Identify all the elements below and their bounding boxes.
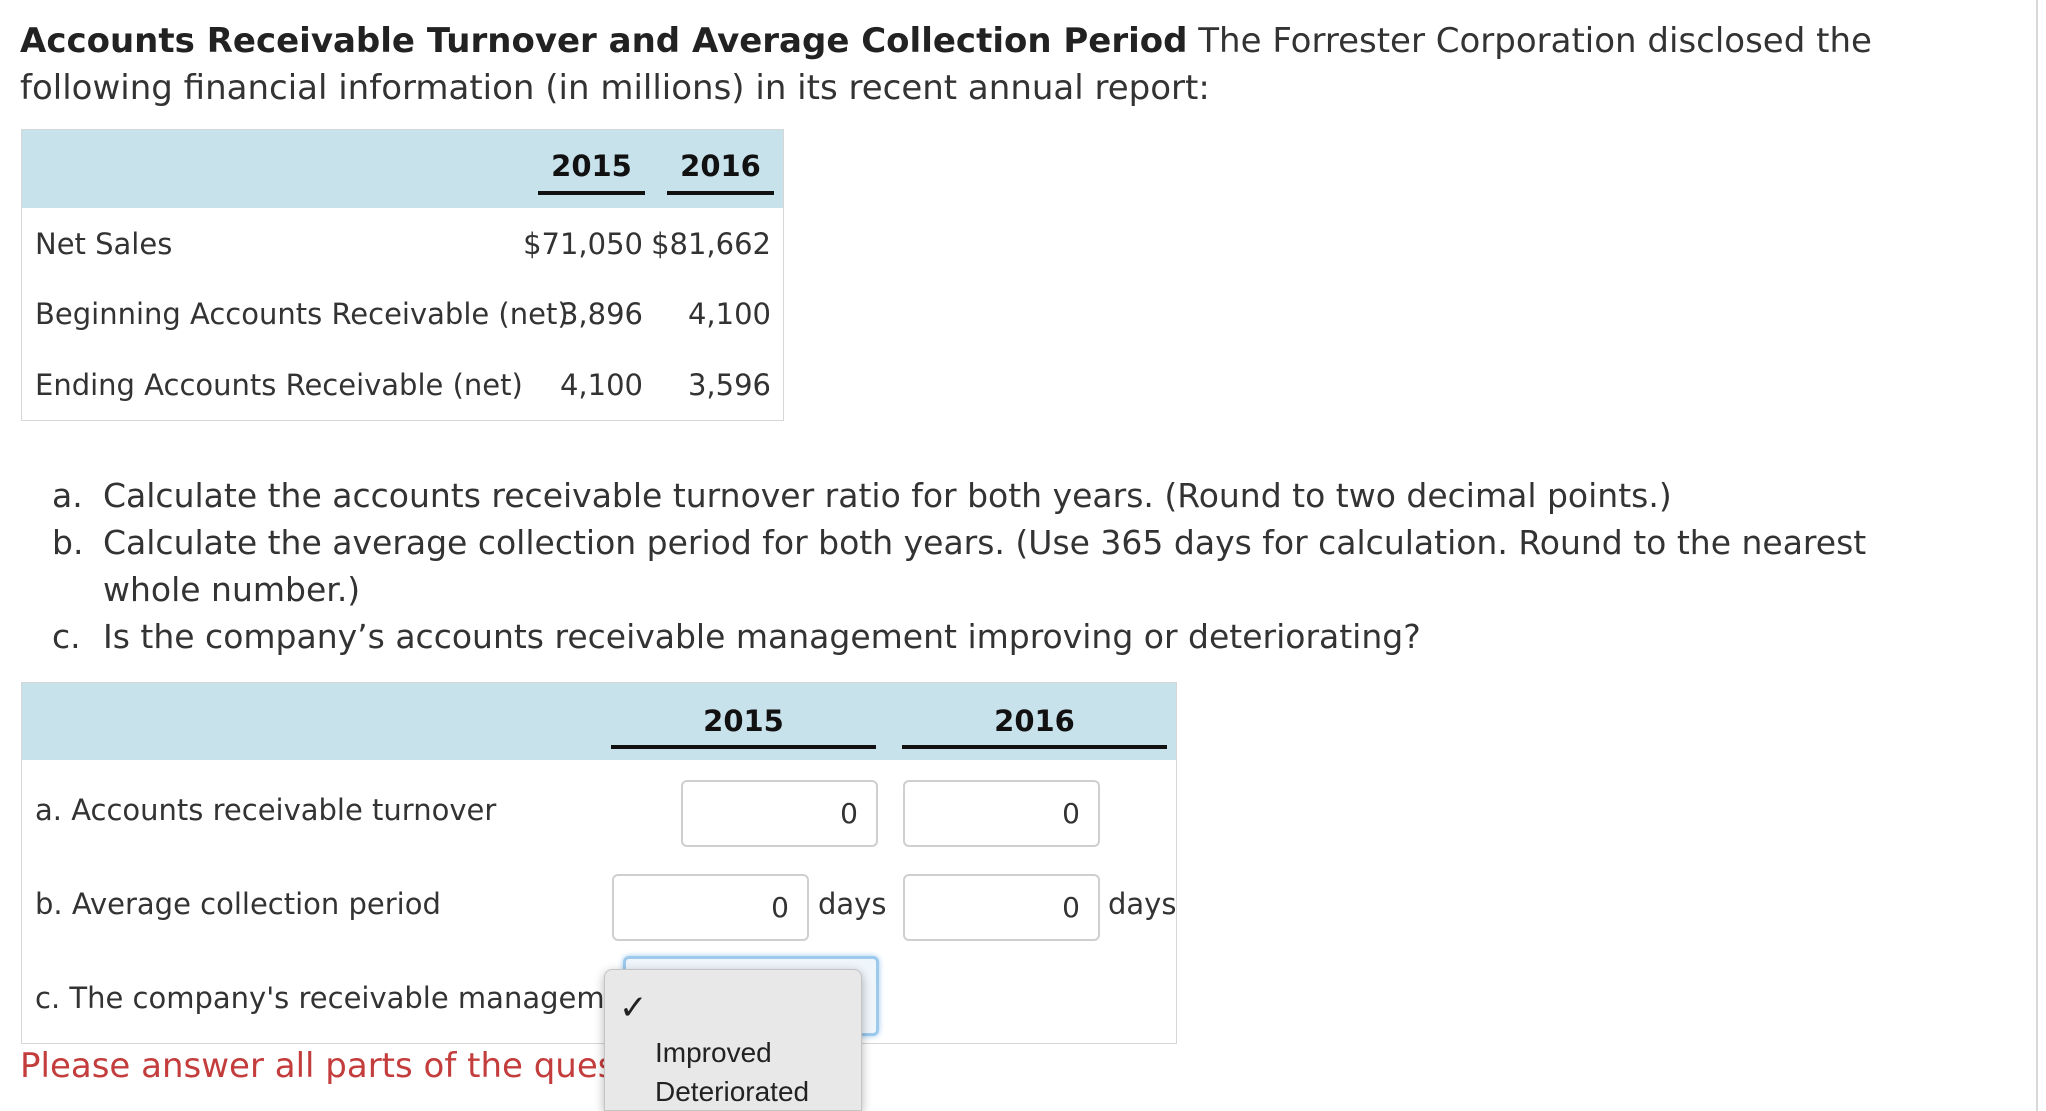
question-b-text: Calculate the average collection period …: [103, 523, 1867, 609]
management-dropdown-menu[interactable]: ✓ Improved Deteriorated: [604, 969, 862, 1111]
answer-table: 2015 2016 a. Accounts receivable turnove…: [21, 682, 1177, 1044]
problem-description: The Forrester Corporation disclosed the …: [20, 21, 1872, 108]
option-deteriorated[interactable]: Deteriorated: [655, 1076, 810, 1107]
option-improved[interactable]: Improved: [655, 1037, 772, 1068]
year-header-2016: 2016: [667, 146, 774, 195]
financial-data-table: 2015 2016 Net Sales $71,050 $81,662 Begi…: [21, 129, 784, 421]
data-table-header: 2015 2016: [22, 130, 783, 208]
beginning-ar-2015: 3,896: [559, 297, 643, 331]
year-header-2015: 2015: [538, 146, 645, 195]
row-label-net-sales: Net Sales: [35, 227, 173, 261]
question-a-letter: a.: [52, 476, 83, 515]
ending-ar-2015: 4,100: [559, 368, 643, 402]
checkmark-icon: ✓: [619, 988, 648, 1028]
problem-title: Accounts Receivable Turnover and Average…: [20, 21, 1188, 61]
error-message: Please answer all parts of the question: [20, 1046, 681, 1086]
days-unit-2015: days: [818, 887, 887, 921]
collection-period-label: b. Average collection period: [35, 887, 441, 921]
question-c: c. Is the company’s accounts receivable m…: [52, 613, 1952, 660]
ending-ar-2016: 3,596: [687, 368, 771, 402]
question-a-text: Calculate the accounts receivable turnov…: [103, 476, 1672, 515]
collection-period-2015-input[interactable]: [612, 874, 809, 941]
question-b: b. Calculate the average collection perio…: [52, 519, 1952, 613]
row-label-ending-ar: Ending Accounts Receivable (net): [35, 368, 523, 402]
days-unit-2016: days: [1108, 887, 1177, 921]
question-a: a. Calculate the accounts receivable turn…: [52, 472, 1952, 519]
answer-table-header: 2015 2016: [22, 683, 1176, 760]
answer-year-header-2015: 2015: [611, 703, 876, 749]
problem-intro: Accounts Receivable Turnover and Average…: [20, 18, 2010, 112]
beginning-ar-2016: 4,100: [687, 297, 771, 331]
page-right-border: [2036, 0, 2038, 1111]
management-label: c. The company's receivable management: [35, 981, 653, 1015]
net-sales-2015: $71,050: [523, 227, 643, 261]
question-c-letter: c.: [52, 617, 81, 656]
question-b-letter: b.: [52, 523, 84, 562]
question-c-text: Is the company’s accounts receivable man…: [103, 617, 1421, 656]
collection-period-2016-input[interactable]: [903, 874, 1100, 941]
turnover-2015-input[interactable]: [681, 780, 878, 847]
net-sales-2016: $81,662: [651, 227, 771, 261]
answer-year-header-2016: 2016: [902, 703, 1167, 749]
turnover-2016-input[interactable]: [903, 780, 1100, 847]
row-label-beginning-ar: Beginning Accounts Receivable (net): [35, 297, 569, 331]
turnover-label: a. Accounts receivable turnover: [35, 793, 497, 827]
question-list: a. Calculate the accounts receivable turn…: [52, 472, 1952, 660]
